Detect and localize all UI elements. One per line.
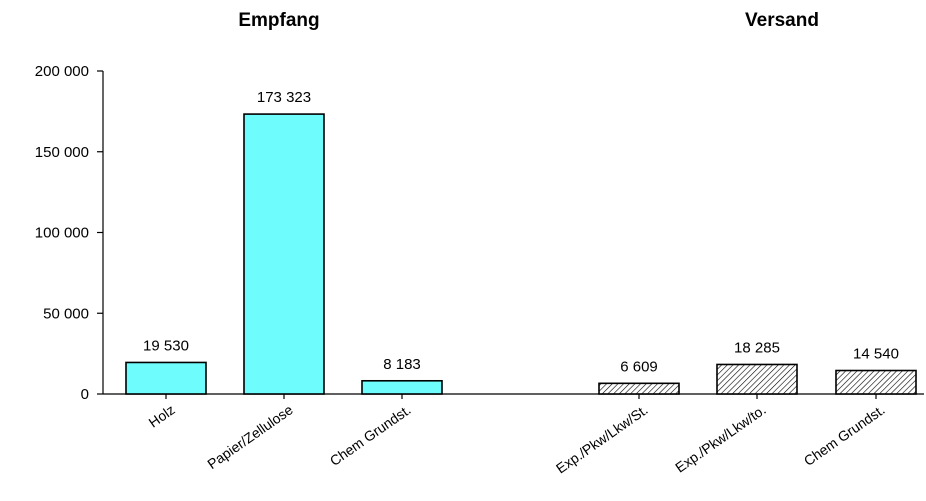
x-tick-label: Holz bbox=[146, 401, 178, 430]
data-label: 6 609 bbox=[620, 358, 658, 375]
y-tick-label: 150 000 bbox=[35, 144, 89, 161]
bar bbox=[598, 382, 680, 395]
y-tick-label: 0 bbox=[81, 386, 89, 403]
bar bbox=[716, 363, 798, 395]
y-tick-label: 50 000 bbox=[43, 305, 89, 322]
data-label: 173 323 bbox=[257, 89, 311, 106]
bar bbox=[835, 369, 917, 395]
data-label: 18 285 bbox=[734, 339, 780, 356]
x-tick-label: Chem Grundst. bbox=[801, 401, 888, 469]
data-label: 8 183 bbox=[383, 356, 421, 373]
y-tick-label: 100 000 bbox=[35, 225, 89, 242]
label-layer: 0 50 000 100 000 150 000 200 000 Empfang 19 53… bbox=[35, 10, 899, 476]
x-tick-label: Papier/Zellulose bbox=[204, 401, 296, 472]
bar bbox=[361, 379, 443, 395]
y-tick-label: 200 000 bbox=[35, 63, 89, 80]
group-title: Versand bbox=[745, 10, 819, 31]
x-tick-label: Exp./Pkw/Lkw/to. bbox=[672, 401, 768, 475]
axis-layer bbox=[97, 70, 924, 399]
bar-layer bbox=[125, 113, 917, 395]
x-tick-label: Exp./Pkw/Lkw/St. bbox=[553, 401, 651, 476]
data-label: 19 530 bbox=[143, 337, 189, 354]
data-label: 14 540 bbox=[853, 346, 899, 363]
x-tick-label: Chem Grundst. bbox=[327, 401, 414, 469]
group-title: Empfang bbox=[238, 10, 319, 31]
bar bbox=[125, 361, 207, 395]
bar bbox=[243, 113, 325, 395]
